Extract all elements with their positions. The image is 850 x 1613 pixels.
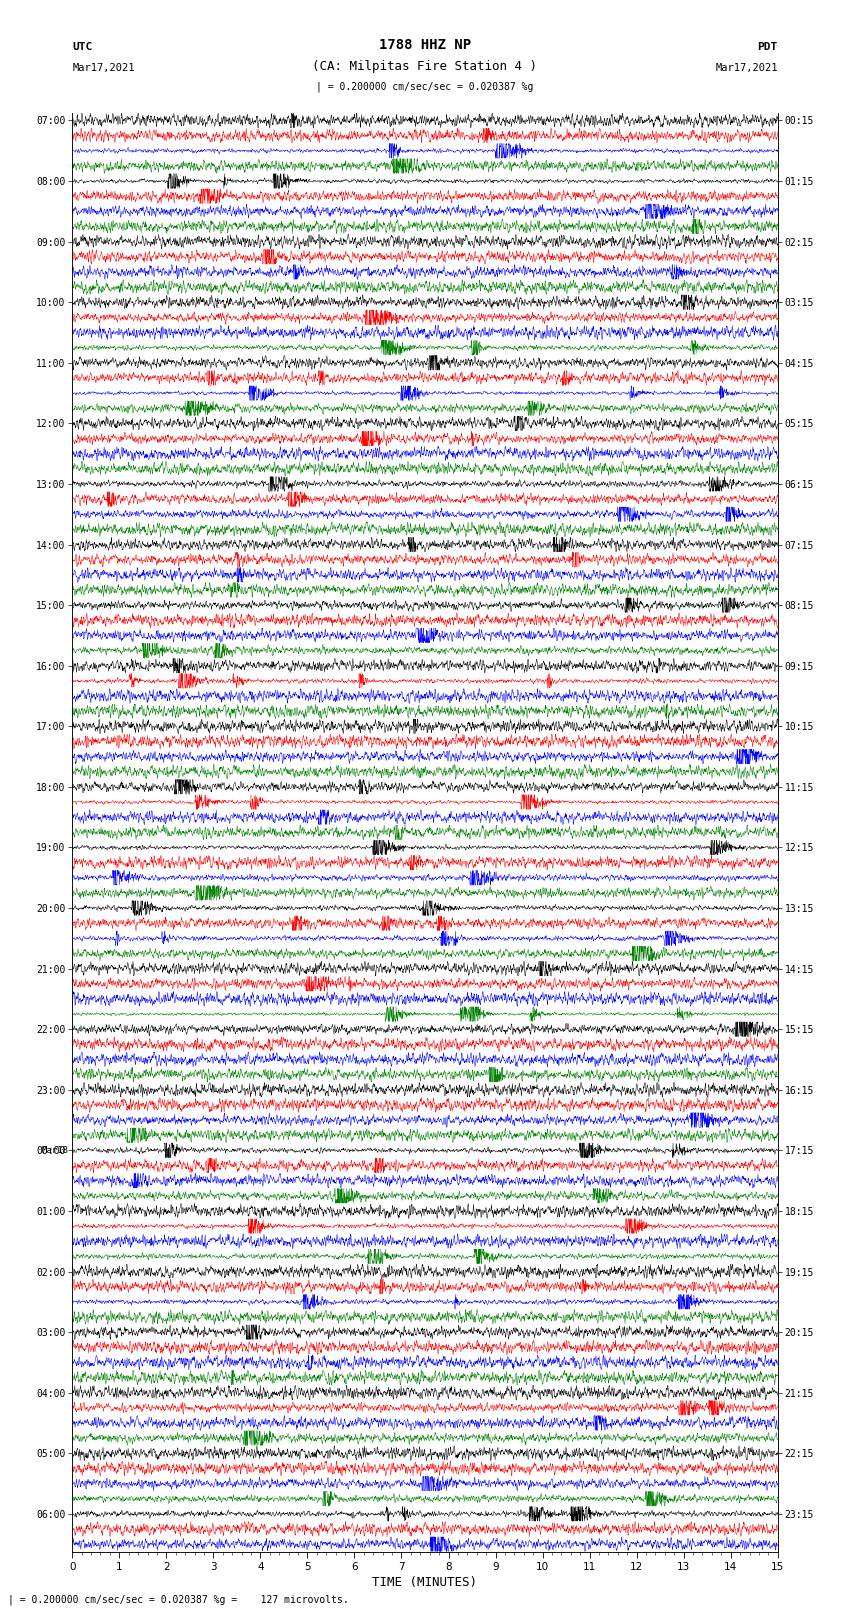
Text: | = 0.200000 cm/sec/sec = 0.020387 %g: | = 0.200000 cm/sec/sec = 0.020387 %g [316, 81, 534, 92]
Text: Mar17,2021: Mar17,2021 [715, 63, 778, 73]
Text: | = 0.200000 cm/sec/sec = 0.020387 %g =    127 microvolts.: | = 0.200000 cm/sec/sec = 0.020387 %g = … [8, 1594, 349, 1605]
X-axis label: TIME (MINUTES): TIME (MINUTES) [372, 1576, 478, 1589]
Text: Mar17,2021: Mar17,2021 [72, 63, 135, 73]
Text: Mar18: Mar18 [42, 1145, 69, 1155]
Text: 1788 HHZ NP: 1788 HHZ NP [379, 37, 471, 52]
Text: UTC: UTC [72, 42, 93, 52]
Text: (CA: Milpitas Fire Station 4 ): (CA: Milpitas Fire Station 4 ) [313, 60, 537, 73]
Text: PDT: PDT [757, 42, 778, 52]
